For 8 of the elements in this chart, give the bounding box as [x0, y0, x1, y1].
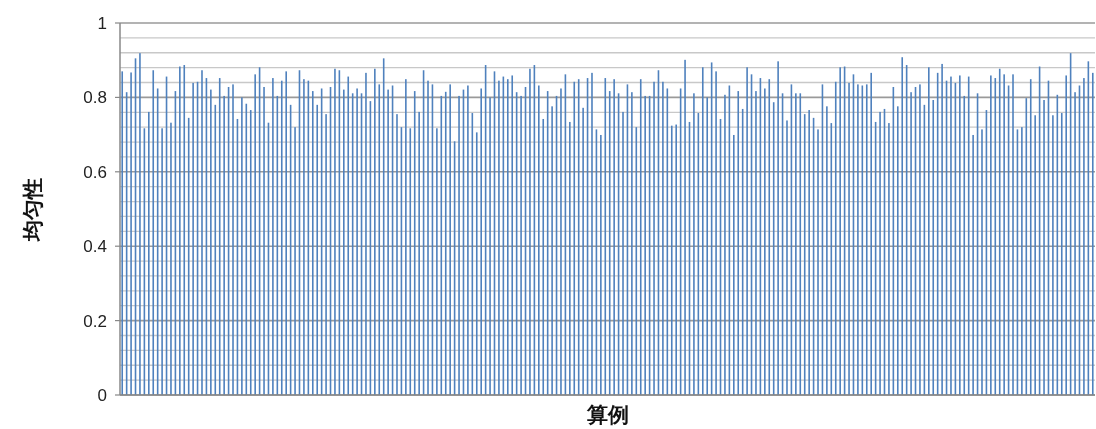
- y-tick-label: 0.2: [83, 311, 107, 331]
- y-tick-label: 0.4: [83, 237, 107, 257]
- x-axis-title: 算例: [585, 403, 629, 427]
- y-tick-label: 0.6: [83, 162, 107, 182]
- y-axis-title: 均匀性: [21, 177, 45, 242]
- y-tick-label: 0: [97, 386, 107, 405]
- y-tick-label: 1: [97, 14, 107, 33]
- y-tick-label: 0.8: [83, 88, 107, 108]
